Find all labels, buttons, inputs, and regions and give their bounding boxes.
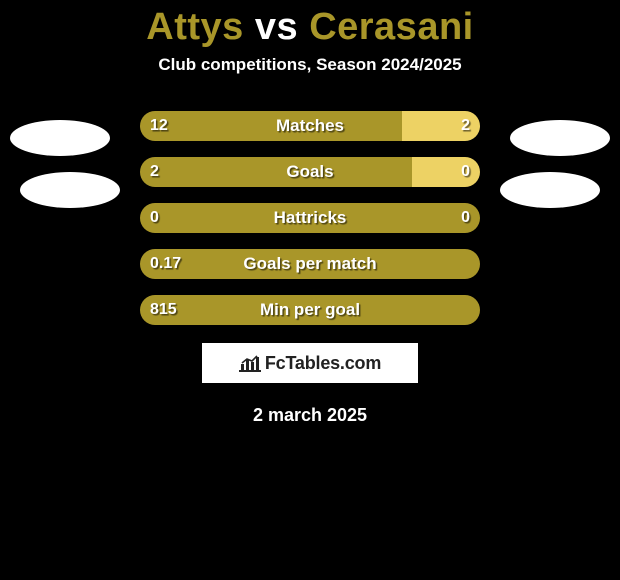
bar-track <box>140 111 480 141</box>
fctables-logo: FcTables.com <box>202 343 418 383</box>
bar-left <box>140 295 480 325</box>
logo-text: FcTables.com <box>265 353 381 374</box>
bar-track <box>140 203 480 233</box>
stat-value-left: 2 <box>150 157 159 187</box>
player2-name: Cerasani <box>309 6 474 48</box>
bar-left <box>140 111 402 141</box>
stat-value-right: 0 <box>461 203 470 233</box>
stat-value-right: 0 <box>461 157 470 187</box>
avatar-left <box>10 120 110 156</box>
bar-track <box>140 295 480 325</box>
stat-row: Hattricks00 <box>0 203 620 233</box>
avatar-right <box>510 120 610 156</box>
stat-value-right: 2 <box>461 111 470 141</box>
bar-track <box>140 249 480 279</box>
bar-left <box>140 157 412 187</box>
stat-value-left: 12 <box>150 111 168 141</box>
stat-value-left: 815 <box>150 295 177 325</box>
bar-left <box>140 203 480 233</box>
stat-value-left: 0 <box>150 203 159 233</box>
vs-label: vs <box>255 6 298 48</box>
page-title: Attys vs Cerasani <box>0 0 620 49</box>
chart-icon <box>239 354 261 372</box>
stat-value-left: 0.17 <box>150 249 181 279</box>
player1-name: Attys <box>146 6 244 48</box>
logo-content: FcTables.com <box>239 353 381 374</box>
date-label: 2 march 2025 <box>0 405 620 426</box>
stat-row: Min per goal815 <box>0 295 620 325</box>
bar-left <box>140 249 480 279</box>
bar-track <box>140 157 480 187</box>
avatar-right <box>500 172 600 208</box>
avatar-left <box>20 172 120 208</box>
stat-row: Goals per match0.17 <box>0 249 620 279</box>
subtitle: Club competitions, Season 2024/2025 <box>0 55 620 75</box>
